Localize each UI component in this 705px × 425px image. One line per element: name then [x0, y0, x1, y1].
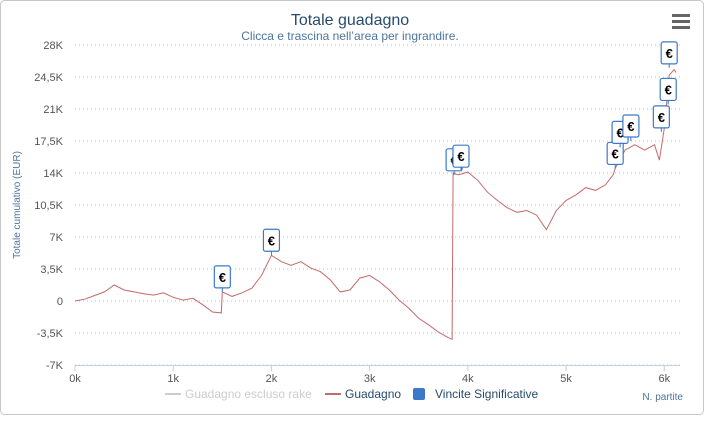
legend-label: Guadagno escluso rake: [185, 387, 312, 401]
flag-box: [452, 144, 470, 168]
y-tick-label: -7K: [46, 360, 64, 372]
flag-label: €: [268, 233, 275, 248]
flag: €: [659, 77, 677, 105]
y-tick-label: 14K: [43, 168, 63, 180]
y-tick-label: 7K: [50, 232, 64, 244]
x-tick-label: 1k: [167, 373, 179, 385]
legend-item[interactable]: Guadagno: [325, 387, 401, 401]
flag: €: [213, 265, 231, 292]
y-tick-label: 28K: [43, 40, 63, 52]
flag: €: [262, 228, 281, 256]
y-tick-label: 10,5K: [34, 200, 63, 212]
flag-label: €: [219, 270, 226, 285]
flag: €: [452, 144, 470, 172]
flag-label: €: [616, 125, 623, 140]
flag: €: [652, 105, 670, 132]
y-tick-label: 0: [57, 296, 63, 308]
flag-box: [262, 228, 281, 252]
flag-label: €: [457, 149, 464, 164]
menu-bar: [672, 26, 690, 29]
flag-label: €: [658, 110, 665, 125]
chart-title: Totale guadagno: [291, 12, 409, 29]
chart-border: [0, 0, 704, 415]
x-tick-label: 6k: [658, 373, 670, 385]
legend-item[interactable]: Vincite Significative: [413, 387, 538, 401]
y-axis-label: Totale cumulativo (EUR): [12, 151, 23, 259]
flag-box: [660, 41, 678, 65]
y-tick-label: -3,5K: [37, 328, 64, 340]
flag-box: [622, 114, 640, 138]
y-tick-label: 21K: [43, 104, 63, 116]
flag-label: €: [665, 82, 672, 97]
flag-box: [652, 105, 670, 129]
menu-bar: [672, 20, 690, 23]
x-tick-label: 4k: [462, 373, 474, 385]
flag-label: €: [627, 119, 634, 134]
legend-label: Guadagno: [345, 387, 401, 401]
y-tick-label: 3,5K: [40, 264, 63, 276]
flag-label: €: [666, 46, 673, 61]
chart-subtitle: Clicca e trascina nell’area per ingrandi…: [241, 29, 458, 43]
flag-box: [659, 77, 677, 102]
x-tick-label: 5k: [560, 373, 572, 385]
line-series: [74, 68, 677, 341]
menu-button[interactable]: [672, 14, 690, 29]
x-tick-label: 3k: [364, 373, 376, 385]
flag: €: [606, 141, 624, 169]
menu-bar: [672, 14, 690, 17]
legend-swatch: [413, 388, 425, 400]
x-tick-label: 0k: [69, 373, 81, 385]
legend-item[interactable]: Guadagno escluso rake: [165, 387, 312, 401]
flag: €: [622, 114, 640, 141]
legend-label: Vincite Significative: [435, 387, 538, 401]
y-tick-label: 17,5K: [34, 136, 63, 148]
x-axis-label: N. partite: [642, 392, 683, 403]
y-tick-label: 24,5K: [34, 72, 63, 84]
flag-box: [213, 265, 231, 289]
x-tick-label: 2k: [266, 373, 278, 385]
flag-label: €: [612, 146, 619, 161]
flag: €: [660, 41, 678, 68]
